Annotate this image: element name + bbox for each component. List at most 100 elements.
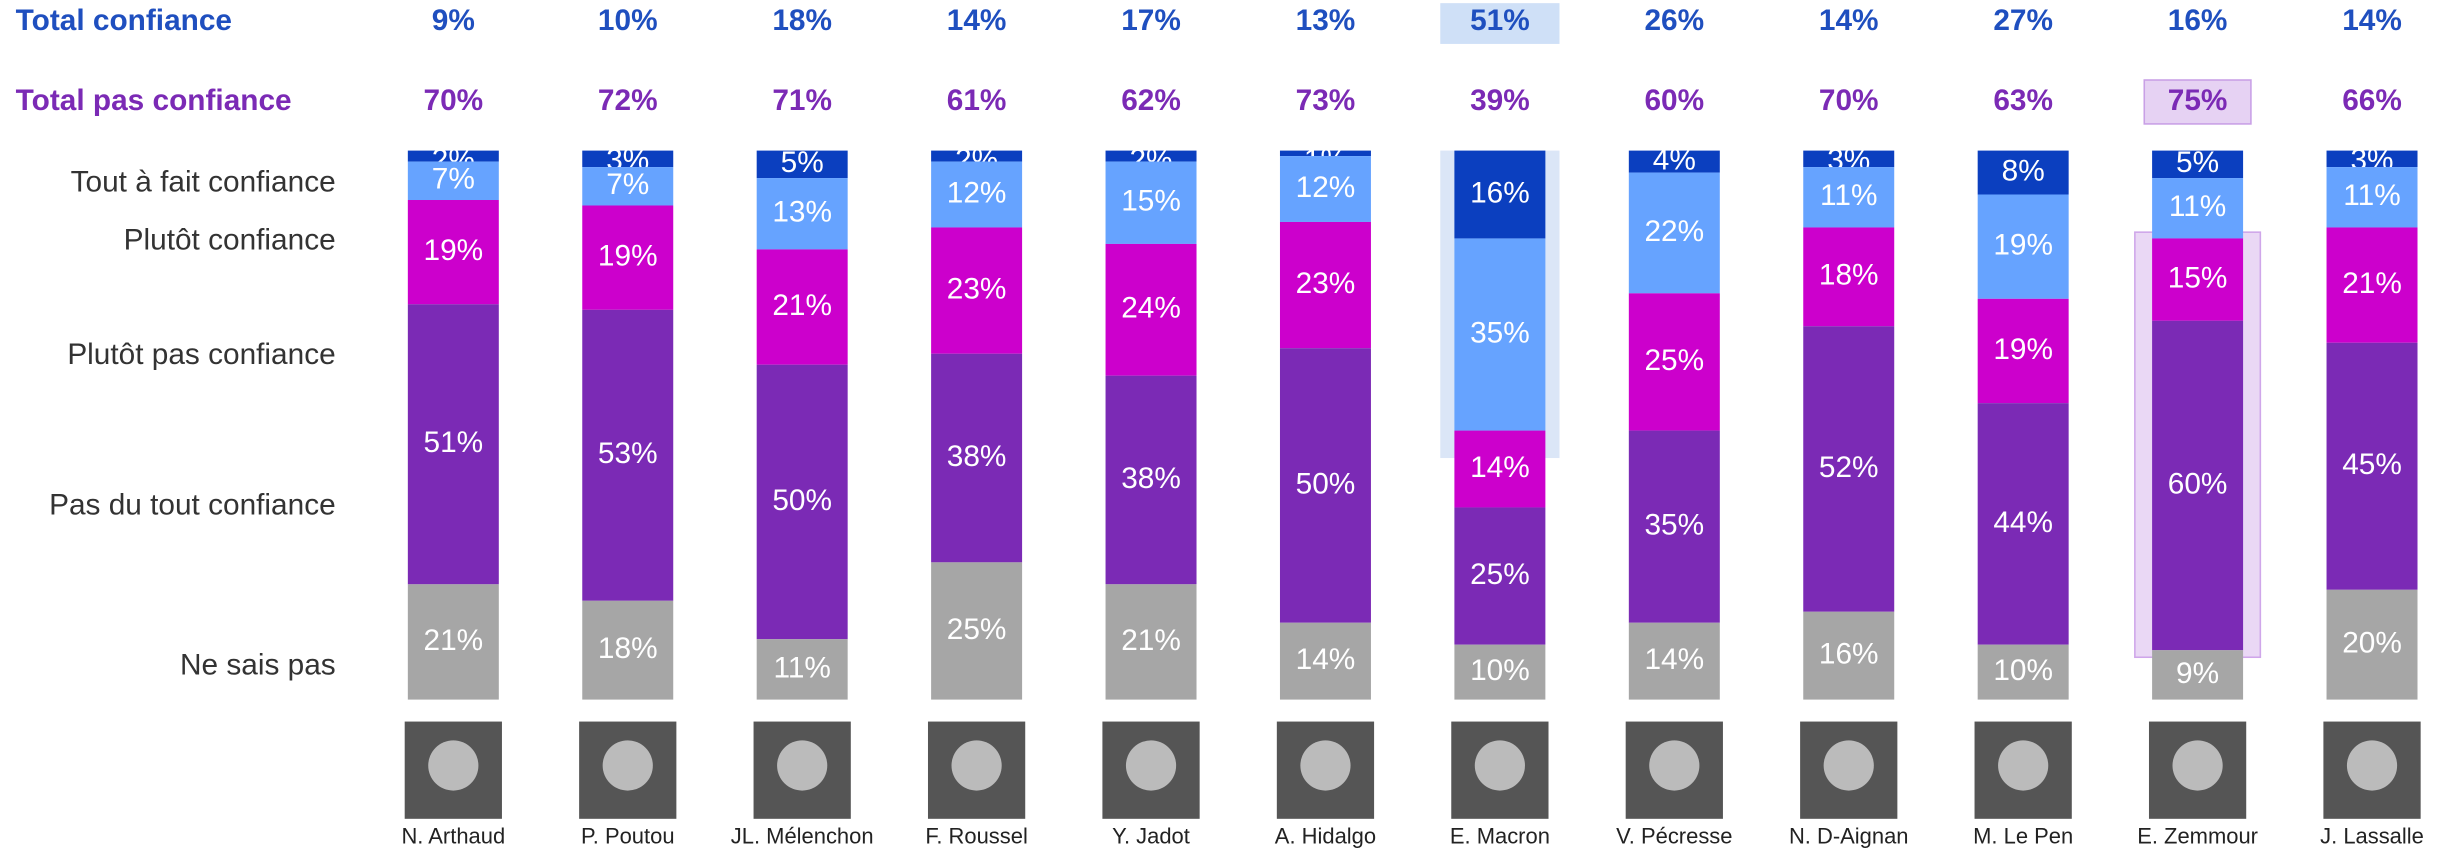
- value-label: 21%: [1121, 624, 1181, 657]
- candidate-name: J. Lassalle: [2320, 823, 2424, 848]
- candidate-name: N. D-Aignan: [1789, 823, 1909, 848]
- total-value: 63%: [1993, 84, 2053, 117]
- total-value: 71%: [772, 84, 832, 117]
- value-label: 35%: [1644, 509, 1704, 542]
- total-value: 75%: [2168, 84, 2228, 117]
- value-label: 18%: [1819, 259, 1879, 292]
- photo-face: [777, 740, 827, 790]
- value-label: 21%: [424, 624, 484, 657]
- photo-face: [1126, 740, 1176, 790]
- series-label: Pas du tout confiance: [49, 489, 336, 522]
- value-label: 15%: [2168, 261, 2228, 294]
- total-value: 60%: [1644, 84, 1704, 117]
- total-value: 72%: [598, 84, 658, 117]
- value-label: 8%: [2002, 154, 2045, 187]
- total-value: 14%: [1819, 4, 1879, 37]
- candidate-name: A. Hidalgo: [1275, 823, 1376, 848]
- total-value: 70%: [424, 84, 484, 117]
- total-value: 70%: [1819, 84, 1879, 117]
- series-label: Tout à fait confiance: [71, 165, 336, 198]
- value-label: 11%: [1820, 179, 1877, 212]
- value-label: 7%: [432, 163, 475, 196]
- photo-face: [1998, 740, 2048, 790]
- series-label: Plutôt pas confiance: [67, 338, 335, 371]
- value-label: 21%: [772, 289, 832, 322]
- photo-face: [1824, 740, 1874, 790]
- value-label: 38%: [947, 440, 1007, 473]
- value-label: 25%: [1644, 344, 1704, 377]
- value-label: 52%: [1819, 451, 1879, 484]
- value-label: 60%: [2168, 467, 2228, 500]
- value-label: 25%: [947, 613, 1007, 646]
- value-label: 16%: [1819, 638, 1879, 671]
- value-label: 19%: [1993, 333, 2053, 366]
- candidate-name: M. Le Pen: [1973, 823, 2073, 848]
- value-label: 5%: [781, 146, 824, 179]
- value-label: 20%: [2342, 627, 2402, 660]
- value-label: 7%: [606, 168, 649, 201]
- candidate-name: P. Poutou: [581, 823, 675, 848]
- value-label: 11%: [773, 651, 830, 684]
- value-label: 11%: [2169, 190, 2226, 223]
- value-label: 19%: [424, 234, 484, 267]
- value-label: 53%: [598, 437, 658, 470]
- value-label: 44%: [1993, 506, 2053, 539]
- total-value: 66%: [2342, 84, 2402, 117]
- candidate-name: Y. Jadot: [1112, 823, 1190, 848]
- value-label: 5%: [2176, 146, 2219, 179]
- total-value: 18%: [772, 4, 832, 37]
- total-row-label: Total confiance: [16, 4, 232, 37]
- total-value: 13%: [1296, 4, 1356, 37]
- candidate-name: F. Roussel: [925, 823, 1028, 848]
- value-label: 18%: [598, 632, 658, 665]
- value-label: 14%: [1296, 643, 1356, 676]
- value-label: 50%: [772, 484, 832, 517]
- total-value: 10%: [598, 4, 658, 37]
- chart: Total confiance 9% 10% 18% 14% 17% 13% 51% 26% 14…: [0, 0, 2447, 848]
- photo-face: [603, 740, 653, 790]
- value-label: 13%: [772, 196, 832, 229]
- total-value: 62%: [1121, 84, 1181, 117]
- value-label: 14%: [1644, 643, 1704, 676]
- value-label: 12%: [947, 176, 1007, 209]
- series-label: Plutôt confiance: [124, 223, 336, 256]
- value-label: 10%: [1470, 654, 1530, 687]
- value-label: 22%: [1644, 215, 1704, 248]
- value-label: 51%: [424, 426, 484, 459]
- value-label: 16%: [1470, 176, 1530, 209]
- total-value: 61%: [947, 84, 1007, 117]
- value-label: 15%: [1121, 185, 1181, 218]
- value-label: 45%: [2342, 448, 2402, 481]
- value-label: 50%: [1296, 467, 1356, 500]
- value-label: 21%: [2342, 267, 2402, 300]
- total-value: 39%: [1470, 84, 1530, 117]
- total-value: 14%: [2342, 4, 2402, 37]
- value-label: 19%: [1993, 229, 2053, 262]
- value-label: 11%: [2343, 179, 2400, 212]
- value-label: 12%: [1296, 171, 1356, 204]
- total-value: 73%: [1296, 84, 1356, 117]
- candidate-name: JL. Mélenchon: [731, 823, 874, 848]
- value-label: 35%: [1470, 316, 1530, 349]
- value-label: 14%: [1470, 451, 1530, 484]
- photo-face: [2172, 740, 2222, 790]
- total-value: 9%: [432, 4, 475, 37]
- photo-face: [952, 740, 1002, 790]
- total-value: 17%: [1121, 4, 1181, 37]
- value-label: 24%: [1121, 292, 1181, 325]
- value-label: 38%: [1121, 462, 1181, 495]
- value-label: 25%: [1470, 558, 1530, 591]
- total-row-label: Total pas confiance: [16, 84, 292, 117]
- series-label: Ne sais pas: [180, 649, 336, 682]
- value-label: 23%: [1296, 267, 1356, 300]
- total-value: 26%: [1644, 4, 1704, 37]
- candidate-name: E. Zemmour: [2137, 823, 2258, 848]
- value-label: 4%: [1653, 143, 1696, 176]
- total-value: 16%: [2168, 4, 2228, 37]
- total-value: 51%: [1470, 4, 1530, 37]
- candidate-name: N. Arthaud: [401, 823, 505, 848]
- value-label: 9%: [2176, 657, 2219, 690]
- candidate-name: V. Pécresse: [1616, 823, 1732, 848]
- photo-face: [2347, 740, 2397, 790]
- value-label: 10%: [1993, 654, 2053, 687]
